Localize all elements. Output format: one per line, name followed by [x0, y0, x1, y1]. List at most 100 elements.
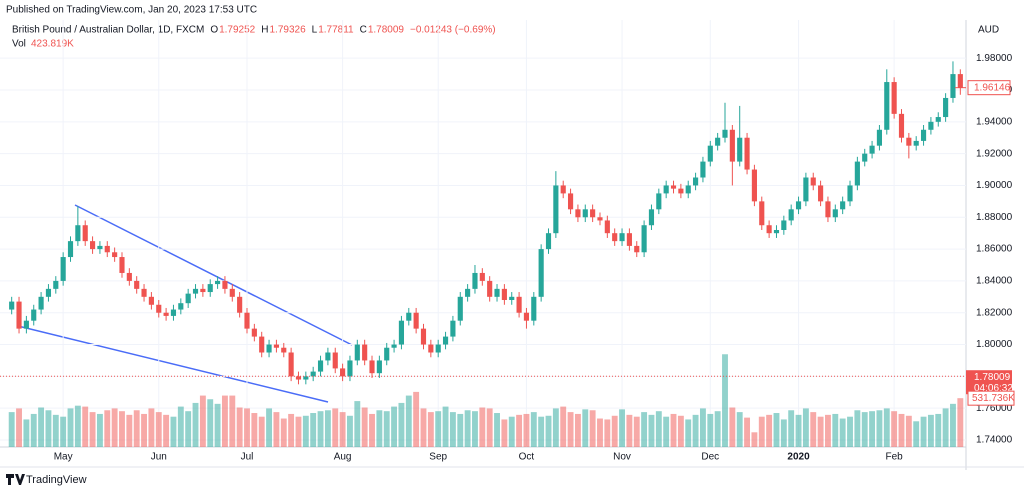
volume-bar	[619, 409, 625, 447]
x-tick-label: 2020	[787, 452, 810, 463]
volume-bar	[273, 412, 280, 447]
candle-body	[715, 137, 721, 146]
candle-body	[626, 233, 632, 246]
volume-bar	[545, 415, 552, 447]
candle-body	[634, 245, 640, 253]
candle-body	[619, 233, 625, 242]
candle-body	[847, 185, 853, 202]
published: Published on TradingView.com, Jan 20, 20…	[6, 5, 257, 16]
candle-body	[773, 230, 780, 234]
candle-body	[104, 245, 110, 253]
volume-bar	[641, 412, 648, 447]
volume-bar	[420, 408, 427, 447]
candle-body	[781, 220, 787, 230]
candle-body	[347, 360, 353, 377]
ohlc-value: 1.77811	[318, 25, 354, 36]
volume-bar	[935, 413, 942, 447]
volume-bar	[244, 408, 250, 447]
candle-body	[744, 137, 750, 170]
volume-bar	[773, 413, 780, 447]
candle-body	[700, 161, 706, 178]
candle-body	[288, 352, 294, 377]
candle-body	[840, 201, 846, 210]
volume-bar	[391, 406, 398, 447]
candle-body	[163, 312, 169, 316]
y-tick-label: 1.82000	[976, 307, 1013, 318]
volume-bar	[950, 403, 956, 447]
volume-bar	[927, 414, 934, 447]
volume-bar	[920, 416, 927, 447]
volume-bar	[582, 409, 589, 447]
ohlc-label: H	[261, 25, 268, 36]
candle-body	[369, 360, 375, 374]
candle-body	[825, 201, 831, 218]
candle-body	[112, 252, 118, 258]
candle-body	[479, 272, 485, 281]
candle-body	[465, 288, 471, 297]
candle-body	[832, 209, 838, 218]
candle-body	[82, 225, 88, 242]
brand: TradingView	[26, 474, 87, 486]
y-tick-label: 1.90000	[976, 180, 1013, 191]
candle-body	[362, 344, 368, 361]
candle-body	[126, 272, 132, 281]
volume-bar	[361, 407, 368, 447]
volume-bar	[876, 410, 883, 447]
candle-body	[332, 352, 338, 369]
candle-body	[898, 113, 905, 138]
x-tick-label: May	[54, 452, 73, 463]
volume-bar	[163, 414, 170, 447]
candle-body	[406, 312, 412, 321]
volume-bar	[729, 407, 736, 447]
price-tag	[966, 370, 1012, 395]
candle-body	[906, 137, 912, 146]
volume-bar	[758, 416, 765, 447]
candle-body	[185, 293, 191, 304]
candle-body	[943, 97, 949, 118]
volume-bar	[626, 414, 633, 447]
candle-body	[281, 347, 287, 353]
volume-bar	[508, 416, 515, 447]
candle-body	[678, 188, 684, 194]
candle-body	[854, 161, 860, 186]
candle-body	[531, 296, 537, 321]
last-price-value: 1.96146	[974, 82, 1011, 93]
candle-body	[876, 129, 883, 146]
candle-body	[928, 121, 934, 130]
volume-bar	[479, 407, 486, 447]
candle-body	[656, 193, 662, 210]
volume-bar	[861, 412, 868, 447]
candle-body	[862, 153, 868, 162]
volume-bar	[847, 416, 853, 447]
x-tick-label: Aug	[334, 452, 352, 463]
candle-body	[237, 296, 243, 313]
volume-bar	[288, 413, 295, 447]
volume-bar	[339, 412, 346, 447]
volume-bar	[8, 412, 15, 447]
candle-body	[567, 193, 574, 210]
candle-body	[192, 288, 199, 294]
candle-body	[590, 209, 596, 218]
volume-bar	[23, 419, 30, 447]
y-tick-label: 1.84000	[976, 276, 1013, 287]
candle-body	[148, 296, 154, 305]
candle-body	[869, 145, 875, 154]
volume-bar	[538, 416, 545, 447]
volume-bar	[266, 408, 273, 447]
candle-body	[391, 344, 397, 348]
volume-bar	[383, 411, 390, 447]
x-tick-label: Feb	[886, 452, 904, 463]
volume-bar	[354, 401, 361, 447]
candle-body	[16, 301, 22, 329]
volume-bar	[685, 419, 692, 447]
volume-bar	[736, 412, 743, 447]
volume-bar	[185, 411, 192, 447]
volume-bar	[825, 414, 831, 447]
candle-body	[435, 344, 441, 353]
candle-body	[450, 320, 456, 337]
volume-bar	[207, 399, 214, 447]
candle-body	[75, 225, 81, 242]
candle-body	[244, 312, 250, 329]
x-tick-label: Dec	[701, 452, 719, 463]
volume-bar	[869, 411, 876, 447]
